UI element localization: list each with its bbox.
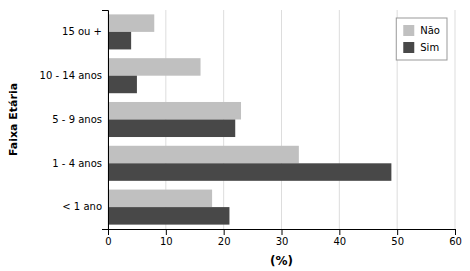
- chart: 0 10 20 30 40 50 60 < 1 ano 1 - 4 anos 5 - 9 anos…: [0, 0, 470, 271]
- bar: [108, 207, 229, 225]
- tick-label: 10 - 14 anos: [40, 70, 102, 81]
- bar: [108, 14, 154, 32]
- grid-line: [455, 10, 456, 229]
- legend-item: Não: [403, 25, 440, 36]
- bar: [108, 102, 241, 120]
- tick-mark: [166, 229, 167, 235]
- plot: 0 10 20 30 40 50 60 < 1 ano 1 - 4 anos 5 - 9 anos…: [40, 10, 462, 247]
- tick: 40: [333, 229, 346, 247]
- tick-mark: [455, 229, 456, 235]
- tick-mark: [397, 229, 398, 235]
- bar: [108, 32, 131, 50]
- tick: 20: [218, 229, 231, 247]
- tick-label: 30: [276, 236, 289, 247]
- tick-label: < 1 ano: [62, 201, 102, 212]
- bar: [108, 146, 299, 164]
- x-axis: 0 10 20 30 40 50 60: [105, 229, 462, 247]
- tick: 5 - 9 anos: [52, 114, 102, 125]
- y-axis: < 1 ano 1 - 4 anos 5 - 9 anos 10 - 14 anos 1…: [40, 11, 109, 230]
- tick-mark: [224, 229, 225, 235]
- legend-label: Sim: [420, 42, 439, 53]
- tick-label: 60: [449, 236, 462, 247]
- legend-frame: [396, 18, 447, 60]
- bar: [108, 190, 212, 208]
- grid: [108, 10, 455, 229]
- tick: 0: [105, 229, 111, 247]
- grid-line: [339, 10, 340, 229]
- tick: 30: [276, 229, 289, 247]
- bar: [108, 58, 201, 76]
- legend-label: Não: [420, 25, 440, 36]
- legend-swatch: [403, 42, 414, 53]
- tick: 10: [160, 229, 173, 247]
- tick: 15 ou +: [62, 26, 102, 37]
- bar: [108, 76, 137, 94]
- axis-line: [109, 230, 456, 236]
- tick-label: 20: [218, 236, 231, 247]
- tick: 1 - 4 anos: [52, 158, 102, 169]
- legend: Não Sim: [396, 18, 447, 60]
- tick-label: 1 - 4 anos: [52, 158, 102, 169]
- tick-mark: [282, 229, 283, 235]
- tick-label: 40: [333, 236, 346, 247]
- tick-label: 5 - 9 anos: [52, 114, 102, 125]
- tick-label: 15 ou +: [62, 26, 102, 37]
- legend-item: Sim: [403, 42, 439, 53]
- legend-swatch: [403, 25, 414, 36]
- x-axis-title: (%): [270, 254, 293, 268]
- tick: 10 - 14 anos: [40, 70, 102, 81]
- tick: 50: [391, 229, 404, 247]
- grid-line: [281, 10, 282, 229]
- bar: [108, 120, 235, 138]
- tick: < 1 ano: [62, 201, 102, 212]
- tick: 60: [449, 229, 462, 247]
- tick-label: 10: [160, 236, 173, 247]
- tick-label: 0: [105, 236, 111, 247]
- y-axis-title: Faixa Etária: [7, 83, 20, 156]
- tick-label: 50: [391, 236, 404, 247]
- bars: [108, 14, 391, 224]
- bar: [108, 163, 391, 181]
- series: [108, 32, 391, 225]
- axis-line: [102, 11, 109, 230]
- tick-mark: [339, 229, 340, 235]
